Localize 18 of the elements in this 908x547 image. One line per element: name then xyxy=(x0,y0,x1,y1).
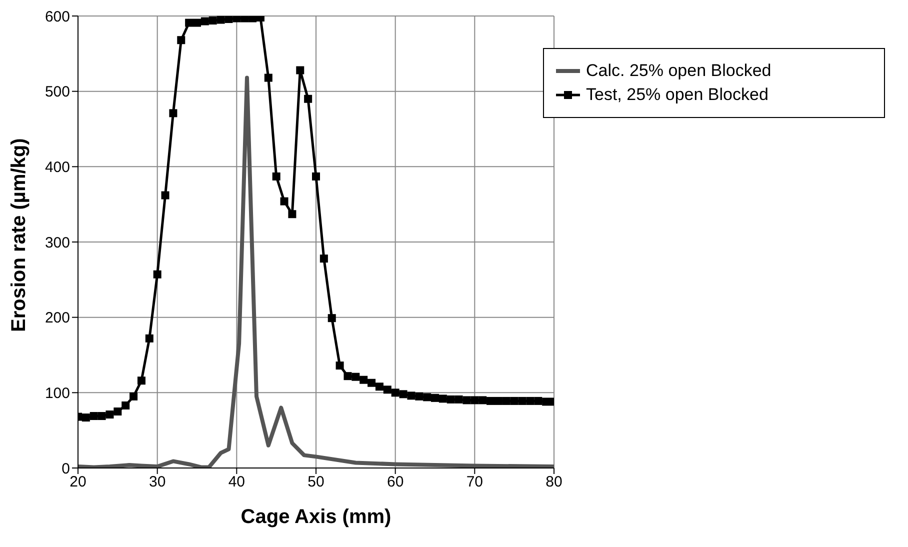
y-tick-label: 0 xyxy=(62,460,70,478)
y-tick-label: 200 xyxy=(44,310,70,327)
legend-label: Test, 25% open Blocked xyxy=(586,85,768,105)
y-tick-label: 100 xyxy=(44,384,70,402)
x-tick-label: 70 xyxy=(466,474,484,491)
x-axis-title: Cage Axis (mm) xyxy=(240,506,392,528)
y-axis-title: Erosion rate (µm/kg) xyxy=(8,138,30,332)
x-tick-label: 30 xyxy=(148,474,166,491)
legend-label: Calc. 25% open Blocked xyxy=(586,61,772,81)
y-tick-label: 500 xyxy=(44,84,70,101)
y-tick-label: 400 xyxy=(44,158,70,176)
x-tick-label: 60 xyxy=(386,474,404,491)
x-tick-label: 50 xyxy=(308,474,324,491)
x-tick-label: 80 xyxy=(546,474,562,491)
y-tick-label: 300 xyxy=(44,234,70,252)
y-tick-label: 600 xyxy=(44,8,70,26)
x-tick-label: 40 xyxy=(228,474,246,491)
x-tick-label: 20 xyxy=(70,474,86,491)
